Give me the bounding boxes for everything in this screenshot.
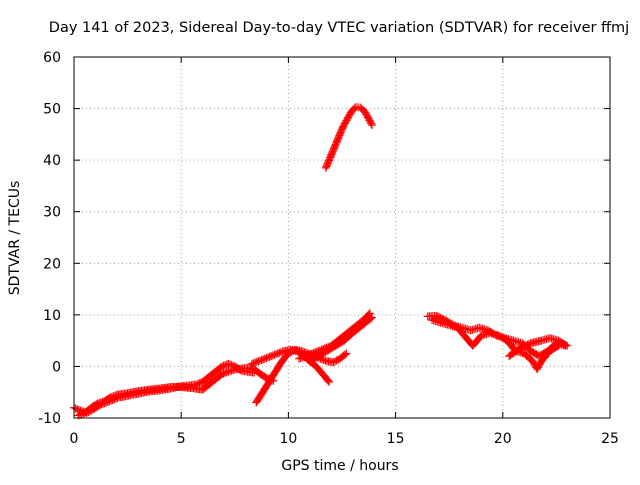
x-tick-label: 20 [494, 431, 512, 447]
y-tick-label: 30 [43, 205, 61, 221]
data-point [324, 376, 333, 385]
data-point [561, 340, 570, 349]
tick-labels: 0 5 10 15 20 25 -10 0 10 20 30 40 50 60 [38, 50, 619, 447]
series-arc-6 [305, 313, 377, 366]
y-tick-label: 0 [52, 359, 61, 375]
y-tick-label: -10 [38, 411, 61, 427]
series-arc-5 [295, 309, 374, 363]
data-point [342, 349, 351, 358]
data-point [368, 313, 377, 322]
data-point [367, 119, 376, 128]
plot-frame [73, 56, 611, 419]
y-tick-label: 20 [43, 256, 61, 272]
series-arc-10 [505, 334, 572, 361]
x-axis-label: GPS time / hours [281, 458, 398, 474]
x-tick-label: 5 [177, 431, 186, 447]
y-tick-label: 60 [43, 50, 61, 66]
x-tick-label: 0 [70, 431, 79, 447]
data-point [368, 121, 377, 130]
axis-ticks [73, 56, 611, 419]
y-tick-label: 50 [43, 102, 61, 118]
grid [74, 57, 610, 418]
series-arc-9 [428, 316, 563, 374]
x-tick-label: 25 [601, 431, 619, 447]
series-arc-7 [321, 103, 377, 172]
data-point [325, 377, 334, 386]
data-point [563, 341, 572, 350]
chart-title: Day 141 of 2023, Sidereal Day-to-day VTE… [49, 20, 629, 36]
series-arc-2 [74, 363, 278, 420]
data-point [366, 314, 375, 323]
data-points [70, 103, 572, 420]
y-tick-label: 40 [43, 153, 61, 169]
y-tick-label: 10 [43, 308, 61, 324]
data-point [350, 104, 359, 113]
x-tick-label: 10 [279, 431, 297, 447]
data-point [341, 350, 350, 359]
x-tick-label: 15 [387, 431, 405, 447]
y-axis-label: SDTVAR / TECUs [7, 181, 23, 296]
